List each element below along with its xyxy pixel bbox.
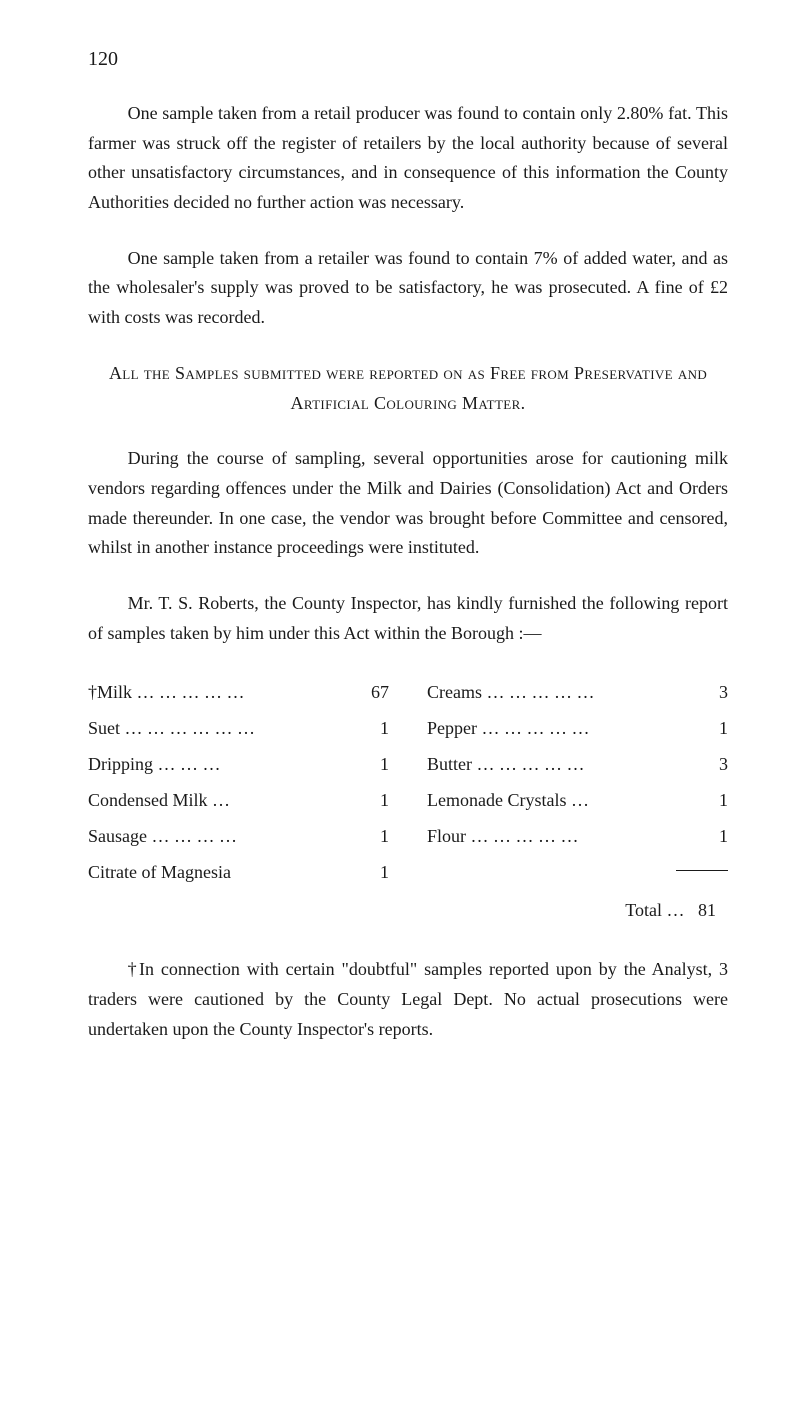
samples-list-right: Creams … … … … … 3 Pepper … … … … … 1 Bu… xyxy=(427,674,728,890)
list-label: Flour … … … … … xyxy=(427,818,702,854)
list-value: 1 xyxy=(363,818,389,854)
list-label: Sausage … … … … xyxy=(88,818,363,854)
list-label: Condensed Milk … xyxy=(88,782,363,818)
list-label: Suet … … … … … … xyxy=(88,710,363,746)
total-label: Total … xyxy=(625,900,684,920)
list-label: Butter … … … … … xyxy=(427,746,702,782)
samples-list: †Milk … … … … … 67 Suet … … … … … … 1 Dr… xyxy=(88,674,728,890)
list-item: Lemonade Crystals … 1 xyxy=(427,782,728,818)
list-value: 1 xyxy=(702,818,728,854)
list-value: 1 xyxy=(363,746,389,782)
total-rule-container xyxy=(427,854,728,890)
list-item: Butter … … … … … 3 xyxy=(427,746,728,782)
paragraph-4: Mr. T. S. Roberts, the County Inspector,… xyxy=(88,589,728,648)
list-value: 1 xyxy=(363,782,389,818)
list-item: Citrate of Magnesia 1 xyxy=(88,854,389,890)
list-item: Creams … … … … … 3 xyxy=(427,674,728,710)
list-label: Lemonade Crystals … xyxy=(427,782,702,818)
list-value: 1 xyxy=(702,782,728,818)
list-value: 3 xyxy=(702,674,728,710)
list-label: Creams … … … … … xyxy=(427,674,702,710)
paragraph-2: One sample taken from a retailer was fou… xyxy=(88,244,728,333)
paragraph-3: During the course of sampling, several o… xyxy=(88,444,728,563)
page-number: 120 xyxy=(88,48,728,71)
list-value: 1 xyxy=(702,710,728,746)
list-value: 1 xyxy=(363,854,389,890)
list-item: Condensed Milk … 1 xyxy=(88,782,389,818)
list-label: †Milk … … … … … xyxy=(88,674,359,710)
list-item: Pepper … … … … … 1 xyxy=(427,710,728,746)
list-label: Dripping … … … xyxy=(88,746,363,782)
total-value: 81 xyxy=(698,900,716,920)
footnote: †In connection with certain "doubtful" s… xyxy=(88,955,728,1044)
list-item: Flour … … … … … 1 xyxy=(427,818,728,854)
list-item: Suet … … … … … … 1 xyxy=(88,710,389,746)
list-value: 3 xyxy=(702,746,728,782)
list-value: 1 xyxy=(363,710,389,746)
list-item: Sausage … … … … 1 xyxy=(88,818,389,854)
list-label: Pepper … … … … … xyxy=(427,710,702,746)
list-value: 67 xyxy=(359,674,389,710)
samples-list-left: †Milk … … … … … 67 Suet … … … … … … 1 Dr… xyxy=(88,674,389,890)
paragraph-1: One sample taken from a retail producer … xyxy=(88,99,728,218)
list-item: Dripping … … … 1 xyxy=(88,746,389,782)
list-label: Citrate of Magnesia xyxy=(88,854,363,890)
total-row: Total … 81 xyxy=(88,900,728,921)
total-rule xyxy=(676,870,728,871)
section-heading: All the Samples submitted were reported … xyxy=(88,359,728,418)
list-item: †Milk … … … … … 67 xyxy=(88,674,389,710)
